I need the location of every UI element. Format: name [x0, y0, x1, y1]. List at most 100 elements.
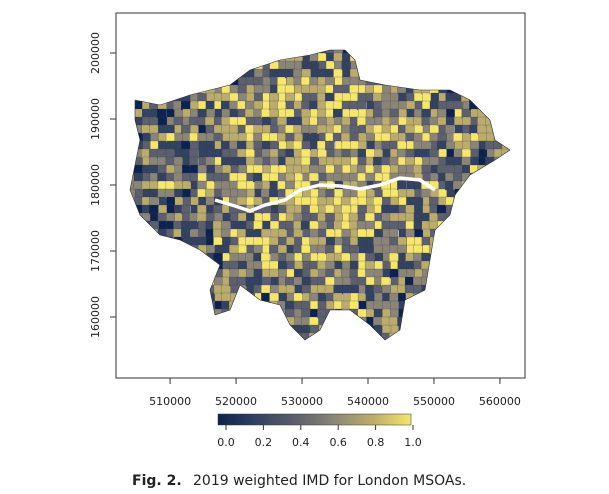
msoa-tile: [477, 196, 487, 207]
msoa-tile: [509, 180, 510, 191]
msoa-tile: [518, 141, 527, 150]
msoa-tile: [141, 220, 151, 231]
msoa-tile: [157, 284, 167, 295]
msoa-tile: [130, 188, 136, 199]
msoa-tile: [302, 132, 312, 143]
msoa-tile: [389, 268, 399, 279]
msoa-tile: [206, 164, 216, 175]
msoa-tile: [422, 332, 432, 340]
msoa-tile: [134, 188, 145, 199]
msoa-tile: [349, 84, 359, 95]
msoa-tile: [238, 164, 248, 175]
msoa-tile: [446, 300, 456, 311]
msoa-tile: [414, 228, 424, 239]
msoa-tile: [175, 357, 184, 366]
msoa-tile: [238, 244, 248, 255]
msoa-tile: [221, 188, 231, 199]
msoa-tile: [436, 108, 447, 119]
msoa-tile: [389, 292, 399, 303]
msoa-tile: [350, 50, 360, 55]
msoa-tile: [269, 156, 280, 167]
msoa-tile: [317, 308, 327, 319]
msoa-tile: [308, 172, 319, 183]
msoa-tile: [463, 357, 472, 366]
msoa-tile: [205, 188, 215, 199]
msoa-tile: [301, 204, 311, 215]
msoa-tile: [237, 276, 247, 287]
msoa-tile: [333, 84, 343, 95]
msoa-tile: [238, 76, 248, 87]
msoa-tile: [182, 164, 192, 175]
msoa-tile: [509, 116, 510, 127]
msoa-tile: [357, 204, 367, 215]
msoa-tile: [446, 60, 457, 71]
msoa-tile: [285, 92, 295, 103]
msoa-tile: [238, 349, 247, 358]
msoa-tile: [206, 50, 216, 55]
msoa-tile: [277, 84, 287, 95]
msoa-tile: [213, 332, 223, 340]
msoa-tile: [446, 212, 456, 223]
msoa-tile: [325, 228, 336, 239]
msoa-tile: [340, 156, 351, 167]
msoa-tile: [285, 180, 295, 191]
msoa-tile: [373, 196, 383, 207]
msoa-tile: [245, 124, 255, 135]
msoa-tile: [509, 316, 510, 327]
msoa-tile: [519, 197, 528, 206]
msoa-tile: [413, 220, 423, 231]
y-tick-label: 170000: [89, 230, 102, 272]
msoa-tile: [414, 196, 424, 207]
msoa-tile: [150, 252, 161, 263]
msoa-tile: [445, 124, 455, 135]
msoa-tile: [294, 324, 304, 335]
msoa-tile: [141, 308, 151, 319]
msoa-tile: [461, 172, 472, 183]
msoa-tile: [438, 50, 448, 55]
msoa-tile: [437, 316, 447, 327]
msoa-tile: [461, 148, 472, 159]
msoa-tile: [485, 292, 496, 303]
msoa-tile: [365, 116, 375, 127]
msoa-tile: [133, 308, 143, 319]
msoa-tile: [510, 349, 519, 358]
msoa-tile: [135, 341, 144, 350]
msoa-tile: [398, 60, 408, 71]
msoa-tile: [301, 252, 312, 263]
msoa-tile: [181, 332, 191, 340]
msoa-tile: [245, 324, 256, 335]
msoa-tile: [405, 156, 415, 167]
msoa-tile: [461, 84, 472, 95]
msoa-tile: [130, 292, 136, 303]
msoa-tile: [502, 284, 510, 295]
msoa-tile: [389, 68, 399, 79]
msoa-tile: [500, 212, 510, 223]
msoa-tile: [167, 341, 176, 350]
msoa-tile: [301, 276, 312, 287]
msoa-tile: [157, 116, 168, 127]
msoa-tile: [494, 300, 504, 311]
msoa-tile: [511, 61, 520, 70]
msoa-tile: [327, 349, 336, 358]
msoa-tile: [173, 308, 184, 319]
msoa-tile: [502, 349, 511, 358]
msoa-tile: [477, 220, 487, 231]
msoa-tile: [229, 260, 239, 271]
msoa-tile: [429, 148, 439, 159]
msoa-tile: [181, 276, 191, 287]
msoa-tile: [375, 357, 384, 366]
msoa-tile: [221, 172, 231, 183]
msoa-tile: [270, 349, 279, 358]
msoa-tile: [502, 156, 510, 167]
msoa-tile: [485, 196, 495, 207]
msoa-tile: [130, 220, 136, 231]
msoa-tile: [477, 124, 487, 135]
msoa-tile: [485, 316, 495, 327]
msoa-tile: [174, 188, 184, 199]
msoa-tile: [501, 196, 510, 207]
msoa-tile: [141, 228, 151, 239]
msoa-tile: [382, 68, 393, 79]
msoa-tile: [197, 172, 207, 183]
msoa-tile: [206, 60, 217, 71]
msoa-tile: [317, 52, 328, 63]
